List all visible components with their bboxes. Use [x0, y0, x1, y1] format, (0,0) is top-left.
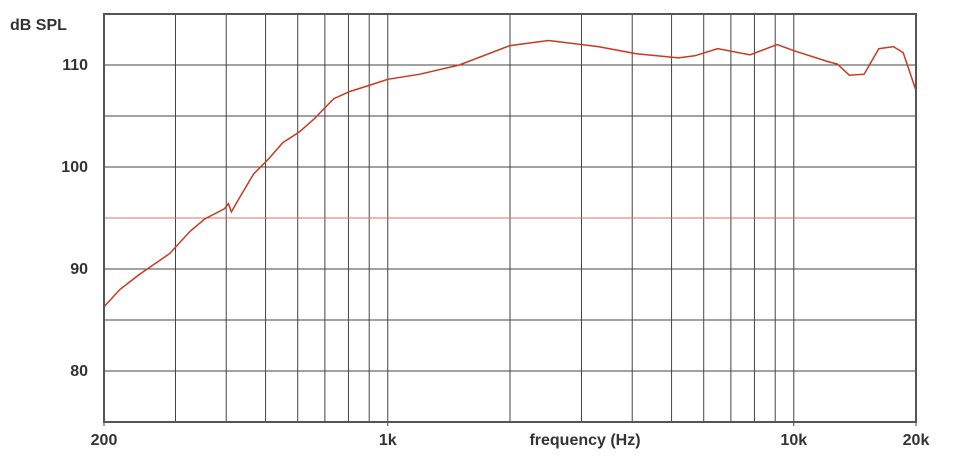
x-tick-label: 10k: [780, 432, 807, 449]
y-tick-label: 110: [62, 57, 88, 74]
x-tick-label: 200: [91, 432, 118, 449]
y-tick-label: 100: [61, 159, 88, 176]
y-axis-label: dB SPL: [10, 17, 67, 34]
plot-frame: [103, 13, 917, 423]
x-axis-label: frequency (Hz): [529, 432, 640, 449]
y-tick-label: 90: [70, 261, 88, 278]
x-tick-label: 1k: [379, 432, 397, 449]
y-tick-label: 80: [70, 363, 88, 380]
response-line: [103, 39, 917, 308]
x-tick-label: 20k: [903, 432, 930, 449]
